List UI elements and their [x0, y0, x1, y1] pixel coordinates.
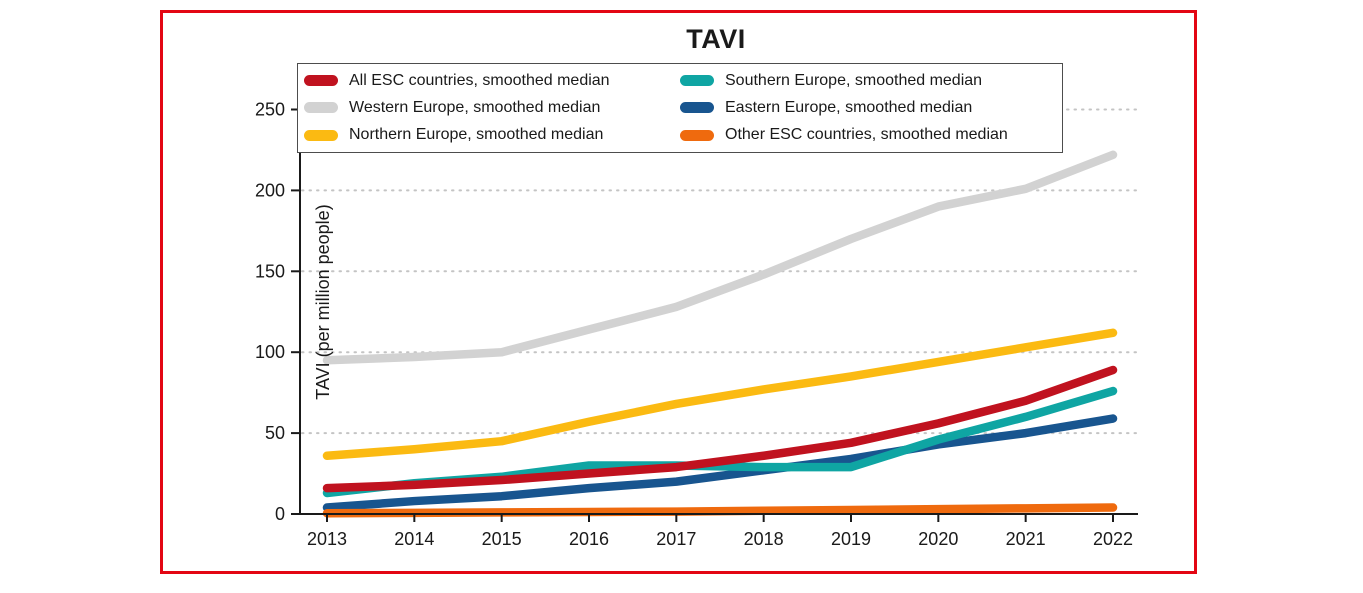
x-tick-label: 2019	[831, 529, 871, 549]
legend-swatch-icon	[680, 129, 714, 141]
y-tick-label: 150	[255, 261, 285, 281]
legend-swatch-icon	[304, 102, 338, 114]
legend-item-3: Southern Europe, smoothed median	[680, 71, 1056, 89]
chart-title: TAVI	[686, 24, 746, 54]
x-tick-label: 2022	[1093, 529, 1133, 549]
legend-swatch-icon	[680, 75, 714, 87]
legend-item-5: Other ESC countries, smoothed median	[680, 127, 1056, 143]
series-line-0	[322, 365, 1118, 493]
series-line-2	[322, 328, 1118, 461]
x-tick-label: 2017	[656, 529, 696, 549]
legend-item-2: Northern Europe, smoothed median	[304, 127, 680, 143]
x-tick-label: 2018	[744, 529, 784, 549]
legend-label: Eastern Europe, smoothed median	[725, 98, 973, 116]
y-tick-label: 200	[255, 180, 285, 200]
legend-label: All ESC countries, smoothed median	[349, 71, 610, 89]
legend-item-4: Eastern Europe, smoothed median	[680, 98, 1056, 116]
legend-item-0: All ESC countries, smoothed median	[304, 71, 680, 89]
x-tick-label: 2015	[482, 529, 522, 549]
legend-swatch-icon	[304, 129, 338, 141]
legend-label: Western Europe, smoothed median	[349, 98, 601, 116]
legend-item-1: Western Europe, smoothed median	[304, 98, 680, 116]
y-tick-label: 100	[255, 342, 285, 362]
x-tick-label: 2013	[307, 529, 347, 549]
legend-swatch-icon	[680, 102, 714, 114]
x-tick-label: 2021	[1006, 529, 1046, 549]
series-line-4	[322, 414, 1118, 512]
x-tick-label: 2014	[394, 529, 434, 549]
y-tick-label: 0	[275, 504, 285, 524]
x-tick-label: 2020	[918, 529, 958, 549]
y-tick-label: 250	[255, 100, 285, 120]
series-line-1	[322, 150, 1118, 365]
y-tick-label: 50	[265, 423, 285, 443]
legend-label: Northern Europe, smoothed median	[349, 126, 604, 144]
series-line-5	[322, 503, 1118, 518]
legend-label: Southern Europe, smoothed median	[725, 71, 983, 89]
chart-legend: All ESC countries, smoothed median Wester…	[297, 63, 1063, 153]
legend-label: Other ESC countries, smoothed median	[725, 126, 1008, 144]
x-tick-label: 2016	[569, 529, 609, 549]
legend-swatch-icon	[304, 75, 338, 87]
